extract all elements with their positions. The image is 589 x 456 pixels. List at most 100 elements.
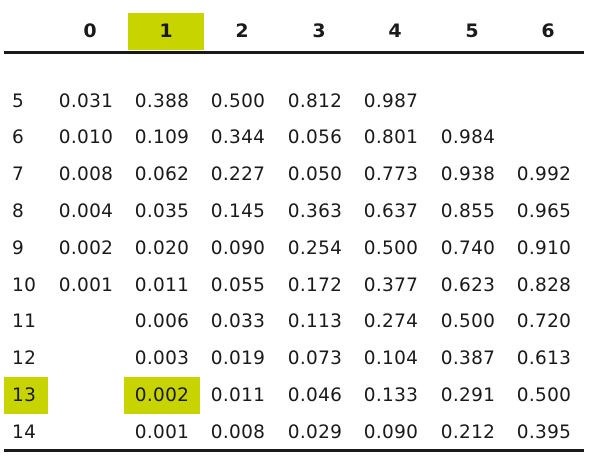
table-cell: 0.987: [363, 91, 419, 112]
table-row: 13 0.002 0.011 0.046 0.133 0.291 0.500: [0, 377, 589, 414]
row-label-8: 8: [12, 201, 25, 222]
table-cell: 0.004: [58, 201, 114, 222]
table-cell: 0.033: [210, 311, 266, 332]
table-cell: 0.011: [134, 275, 190, 296]
table-cell: 0.002: [124, 377, 200, 414]
table-cell: [48, 303, 124, 340]
table-row: 9 0.002 0.020 0.090 0.254 0.500 0.740 0.910: [0, 230, 589, 267]
table-cell: 0.062: [134, 164, 190, 185]
table-cell: [430, 83, 506, 120]
table-cell: 0.500: [210, 91, 266, 112]
table-cell: 0.388: [134, 91, 190, 112]
table-cell: 0.090: [363, 422, 419, 443]
table-cell: 0.637: [363, 201, 419, 222]
table-cell: 0.965: [516, 201, 572, 222]
row-label-13: 13: [4, 377, 48, 414]
table-cell: 0.992: [516, 164, 572, 185]
row-label-5: 5: [12, 91, 25, 112]
table-cell: 0.008: [58, 164, 114, 185]
table-cell: 0.010: [58, 127, 114, 148]
row-label-10: 10: [12, 275, 37, 296]
table-cell: 0.006: [134, 311, 190, 332]
table-cell: 0.500: [440, 311, 496, 332]
table-cell: 0.720: [516, 311, 572, 332]
table-cell: 0.500: [363, 238, 419, 259]
table-cell: 0.001: [58, 275, 114, 296]
table-cell: 0.212: [440, 422, 496, 443]
table-cell: [48, 340, 124, 377]
table-cell: 0.227: [210, 164, 266, 185]
table-cell: 0.031: [58, 91, 114, 112]
table-cell: 0.046: [287, 385, 343, 406]
column-header-2: 2: [235, 20, 249, 42]
table-cell: 0.001: [134, 422, 190, 443]
column-header-1: 1: [128, 13, 204, 50]
row-label-7: 7: [12, 164, 25, 185]
table-cell: 0.910: [516, 238, 572, 259]
table-row: 14 0.001 0.008 0.029 0.090 0.212 0.395: [0, 414, 589, 451]
table-cell: 0.113: [287, 311, 343, 332]
table-cell: 0.133: [363, 385, 419, 406]
table-cell: 0.254: [287, 238, 343, 259]
table-cell: 0.056: [287, 127, 343, 148]
table-row: 12 0.003 0.019 0.073 0.104 0.387 0.613: [0, 340, 589, 377]
column-header-3: 3: [312, 20, 326, 42]
row-label-6: 6: [12, 127, 25, 148]
table-cell: 0.363: [287, 201, 343, 222]
table-cell: 0.020: [134, 238, 190, 259]
table-header-row: 0 1 2 3 4 5 6: [4, 13, 584, 54]
table-cell: 0.274: [363, 311, 419, 332]
table-cell: 0.395: [516, 422, 572, 443]
table-cell: 0.055: [210, 275, 266, 296]
table-row: 10 0.001 0.011 0.055 0.172 0.377 0.623 0.828: [0, 267, 589, 304]
table-cell: 0.613: [516, 348, 572, 369]
table-row: 5 0.031 0.388 0.500 0.812 0.987: [0, 83, 589, 120]
table-cell: 0.109: [134, 127, 190, 148]
table-cell: 0.387: [440, 348, 496, 369]
table-cell: 0.035: [134, 201, 190, 222]
row-label-11: 11: [12, 311, 37, 332]
column-header-6: 6: [541, 20, 555, 42]
table-cell: 0.145: [210, 201, 266, 222]
table-cell: 0.090: [210, 238, 266, 259]
table-cell: 0.773: [363, 164, 419, 185]
table-cell: 0.104: [363, 348, 419, 369]
table-cell: 0.172: [287, 275, 343, 296]
table-cell: 0.029: [287, 422, 343, 443]
column-header-0: 0: [83, 20, 97, 42]
table-row: 8 0.004 0.035 0.145 0.363 0.637 0.855 0.965: [0, 193, 589, 230]
table-cell: 0.011: [210, 385, 266, 406]
table-cell: [506, 119, 582, 156]
table-cell: 0.073: [287, 348, 343, 369]
column-header-5: 5: [465, 20, 479, 42]
table-cell: 0.801: [363, 127, 419, 148]
row-label-9: 9: [12, 238, 25, 259]
table-cell: 0.050: [287, 164, 343, 185]
table-row: 7 0.008 0.062 0.227 0.050 0.773 0.938 0.992: [0, 156, 589, 193]
row-label-14: 14: [12, 422, 37, 443]
table-cell: 0.019: [210, 348, 266, 369]
table-cell: 0.003: [134, 348, 190, 369]
table-cell: 0.855: [440, 201, 496, 222]
table-cell: 0.938: [440, 164, 496, 185]
table-cell: 0.002: [58, 238, 114, 259]
table-row: 11 0.006 0.033 0.113 0.274 0.500 0.720: [0, 303, 589, 340]
table-row: 6 0.010 0.109 0.344 0.056 0.801 0.984: [0, 119, 589, 156]
table-cell: 0.344: [210, 127, 266, 148]
table-cell: 0.377: [363, 275, 419, 296]
row-label-12: 12: [12, 348, 37, 369]
table-cell: [48, 414, 124, 451]
table-cell: [48, 377, 124, 414]
table-cell: [506, 83, 582, 120]
table-cell: 0.828: [516, 275, 572, 296]
table-cell: 0.740: [440, 238, 496, 259]
table-bottom-rule: [4, 449, 584, 452]
table-cell: 0.500: [516, 385, 572, 406]
table-cell: 0.291: [440, 385, 496, 406]
table-cell: 0.984: [440, 127, 496, 148]
table-cell: 0.812: [287, 91, 343, 112]
column-header-4: 4: [388, 20, 402, 42]
table-cell: 0.623: [440, 275, 496, 296]
table-cell: 0.008: [210, 422, 266, 443]
